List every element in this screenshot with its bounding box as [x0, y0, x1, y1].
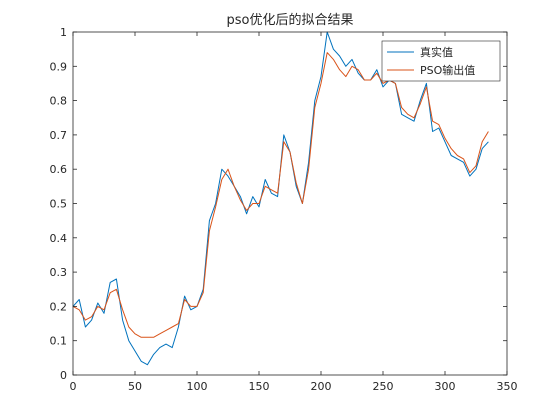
- y-tick-label: 0.5: [50, 198, 68, 211]
- y-tick-label: 0.2: [50, 300, 68, 313]
- x-tick-label: 250: [373, 380, 394, 393]
- x-tick-label: 150: [249, 380, 270, 393]
- y-tick-label: 0.3: [50, 266, 68, 279]
- x-tick-label: 100: [187, 380, 208, 393]
- x-tick-label: 200: [311, 380, 332, 393]
- y-tick-label: 0.7: [50, 129, 68, 142]
- series-layer: [72, 31, 489, 366]
- y-tick-label: 0.9: [50, 60, 68, 73]
- y-tick-label: 1: [60, 26, 67, 39]
- legend-label-series-2: PSO输出值: [420, 63, 475, 77]
- x-tick-label: 350: [497, 380, 518, 393]
- legend: 真实值 PSO输出值: [381, 40, 501, 82]
- x-tick-label: 50: [128, 380, 142, 393]
- y-tick-label: 0.1: [50, 335, 68, 348]
- legend-box: [381, 40, 501, 82]
- legend-label-series-1: 真实值: [420, 45, 453, 59]
- y-tick-label: 0: [60, 369, 67, 382]
- x-tick-label: 300: [435, 380, 456, 393]
- x-tick-label: 0: [70, 380, 77, 393]
- y-tick-label: 0.6: [50, 163, 68, 176]
- plot-area: [73, 32, 507, 375]
- y-tick-label: 0.4: [50, 232, 68, 245]
- ticks-layer: 0 50 100 150 200 250 300 350 0 0.1 0.2 0.3 0.4 0.5 0.6…: [50, 26, 518, 393]
- series-line-2: [72, 52, 489, 338]
- chart-title: pso优化后的拟合结果: [227, 12, 354, 28]
- y-tick-label: 0.8: [50, 95, 68, 108]
